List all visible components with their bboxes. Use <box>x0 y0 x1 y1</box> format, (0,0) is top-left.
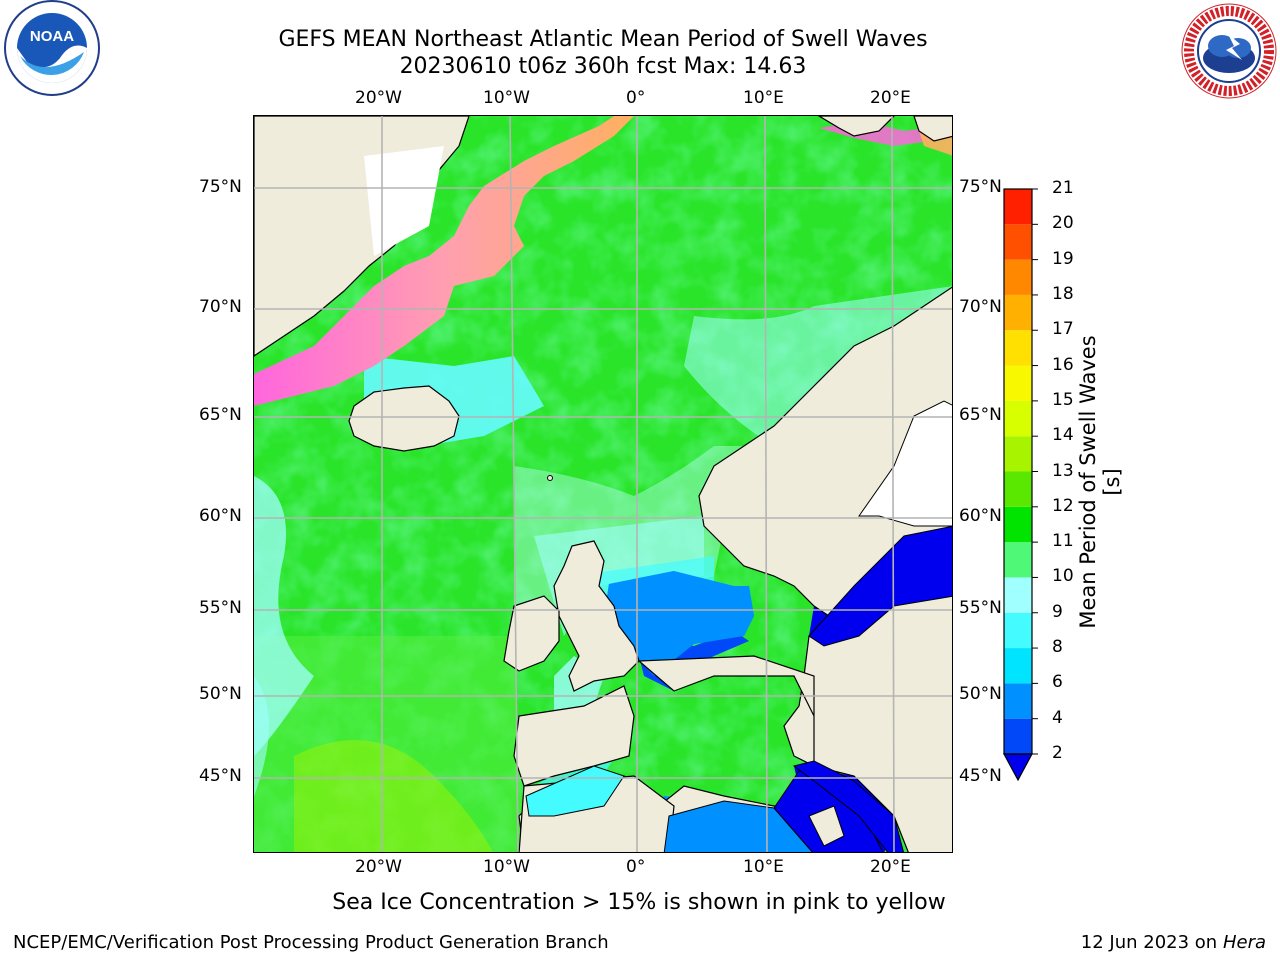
iceland-land <box>348 385 460 452</box>
colorbar-tick-label: 10 <box>1052 566 1074 587</box>
colorbar-segment <box>1004 683 1032 719</box>
colorbar-tick-label: 4 <box>1052 707 1063 728</box>
footer-date: 12 Jun 2023 on Hera <box>1081 932 1266 953</box>
faroe-islands <box>547 475 553 481</box>
right-lat-tick-45n: 45°N <box>959 766 1002 786</box>
ocean-13s-patch <box>294 740 493 852</box>
svalbard-east-land <box>913 116 952 142</box>
gulf-of-bothnia <box>858 400 952 527</box>
colorbar-segment <box>1004 330 1032 366</box>
baltic-sea-water <box>808 525 952 647</box>
colorbar-segment <box>1004 648 1032 684</box>
noaa-logo-icon: NOAA <box>2 0 102 100</box>
colorbar-tick-label: 19 <box>1052 248 1074 269</box>
sea-ice-note: Sea Ice Concentration > 15% is shown in … <box>332 890 946 915</box>
adriatic-water <box>792 760 904 852</box>
left-lat-tick-55n: 55°N <box>199 598 242 618</box>
colorbar-segment <box>1004 189 1032 225</box>
right-lat-tick-50n: 50°N <box>959 684 1002 704</box>
colorbar <box>1000 186 1060 786</box>
colorbar-segment <box>1004 365 1032 401</box>
right-lat-tick-55n: 55°N <box>959 598 1002 618</box>
colorbar-tick-label: 20 <box>1052 213 1074 234</box>
colorbar-tick-label: 12 <box>1052 495 1074 516</box>
colorbar-tick-label: 6 <box>1052 672 1063 693</box>
italy-land <box>808 805 845 847</box>
left-lat-tick-45n: 45°N <box>199 766 242 786</box>
colorbar-tick-label: 17 <box>1052 319 1074 340</box>
noaa-logo-text: NOAA <box>30 28 74 45</box>
colorbar-segment <box>1004 294 1032 331</box>
right-lat-tick-60n: 60°N <box>959 506 1002 526</box>
greenland-ice-cap <box>364 146 444 256</box>
top-lon-tick-20e: 20°E <box>870 88 911 108</box>
colorbar-tick-label: 15 <box>1052 389 1074 410</box>
footer-credit: NCEP/EMC/Verification Post Processing Pr… <box>13 932 609 953</box>
colorbar-segment <box>1004 718 1032 754</box>
colorbar-segment <box>1004 577 1032 613</box>
footer-date-text: 12 Jun 2023 on <box>1080 932 1218 953</box>
ireland-land <box>503 595 560 672</box>
gridline-20e <box>891 116 895 852</box>
right-lat-tick-70n: 70°N <box>959 297 1002 317</box>
gridline-10e <box>764 116 768 852</box>
colorbar-tick-label: 14 <box>1052 425 1074 446</box>
left-lat-tick-70n: 70°N <box>199 297 242 317</box>
top-lon-tick-10e: 10°E <box>743 88 784 108</box>
sea-ice-east-greenland <box>254 116 634 406</box>
colorbar-label: Mean Period of Swell Waves [s] <box>1076 335 1124 629</box>
colorbar-segment <box>1004 612 1032 649</box>
colorbar-tick-label: 16 <box>1052 354 1074 375</box>
right-lat-tick-65n: 65°N <box>959 405 1002 425</box>
left-lat-tick-75n: 75°N <box>199 177 242 197</box>
colorbar-tick-label: 11 <box>1052 531 1074 552</box>
colorbar-segment <box>1004 259 1032 295</box>
ocean-9s-west <box>254 476 314 756</box>
colorbar-tick-label: 13 <box>1052 460 1074 481</box>
colorbar-tick-label: 9 <box>1052 601 1063 622</box>
map-subtitle: 20230610 t06z 360h fcst Max: 14.63 <box>399 54 807 79</box>
gridline-10w <box>509 116 519 852</box>
colorbar-segment <box>1004 400 1032 437</box>
colorbar-tick-label: 18 <box>1052 283 1074 304</box>
top-lon-tick-10w: 10°W <box>483 88 530 108</box>
bottom-lon-tick-10e: 10°E <box>743 857 784 877</box>
left-lat-tick-50n: 50°N <box>199 684 242 704</box>
colorbar-segment <box>1004 471 1032 507</box>
north-sea-water <box>604 571 754 676</box>
colorbar-tick-label: 8 <box>1052 637 1063 658</box>
top-lon-tick-0: 0° <box>626 88 646 108</box>
ocean-9s-norway-sea <box>684 286 952 446</box>
bottom-lon-tick-0: 0° <box>626 857 646 877</box>
scandinavia-europe-land <box>698 286 952 852</box>
bottom-lon-tick-20w: 20°W <box>355 857 402 877</box>
top-lon-tick-20w: 20°W <box>355 88 402 108</box>
left-lat-tick-65n: 65°N <box>199 405 242 425</box>
bottom-lon-tick-10w: 10°W <box>483 857 530 877</box>
colorbar-segment <box>1004 224 1032 260</box>
nws-logo-icon <box>1180 2 1278 100</box>
colorbar-tick-label: 2 <box>1052 743 1063 763</box>
svalbard-land <box>817 116 895 137</box>
bottom-lon-tick-20e: 20°E <box>870 857 911 877</box>
colorbar-segment <box>1004 542 1032 578</box>
ocean-9s-west-2 <box>254 676 269 796</box>
colorbar-ticks: 2 4 6 8 9 10 11 12 13 14 15 16 17 18 19 20 21 <box>1052 178 1102 786</box>
footer-host: Hera <box>1222 932 1266 953</box>
map-panel <box>253 115 953 853</box>
colorbar-extend-min <box>1002 753 1034 782</box>
ocean-south-band <box>254 636 524 852</box>
swell-period-map <box>254 116 952 852</box>
colorbar-segment <box>1004 436 1032 472</box>
map-graticule <box>254 116 952 852</box>
colorbar-segment <box>1004 506 1032 543</box>
map-title: GEFS MEAN Northeast Atlantic Mean Period… <box>278 27 928 52</box>
left-lat-tick-60n: 60°N <box>199 506 242 526</box>
colorbar-svg <box>1002 188 1038 782</box>
right-lat-tick-75n: 75°N <box>959 177 1002 197</box>
colorbar-tick-label: 21 <box>1052 178 1074 198</box>
